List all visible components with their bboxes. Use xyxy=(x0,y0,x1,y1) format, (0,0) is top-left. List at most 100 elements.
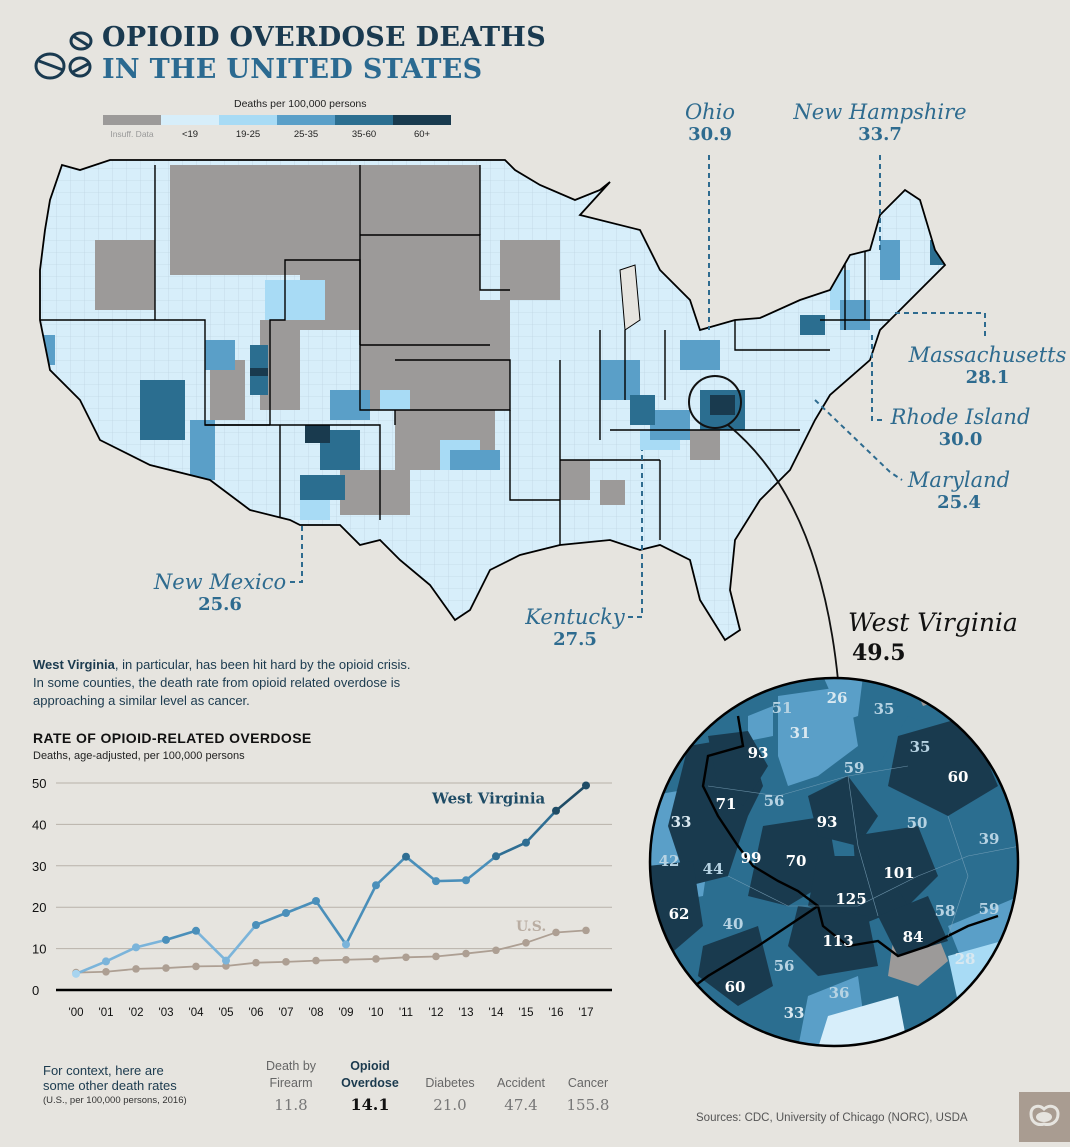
y-tick-label: 50 xyxy=(32,776,46,791)
county-rate: 113 xyxy=(822,932,853,950)
county-rate: 93 xyxy=(817,813,838,831)
series-label-wv: West Virginia xyxy=(431,789,546,807)
wv-data-point xyxy=(222,956,230,965)
wv-data-point xyxy=(492,852,500,861)
county-rate: 70 xyxy=(786,852,807,870)
county-rate: 71 xyxy=(716,795,737,813)
county-rate: 62 xyxy=(669,905,690,923)
x-tick-label: '02 xyxy=(129,1007,144,1019)
context-item-diabetes: Diabetes 21.0 xyxy=(425,1076,475,1114)
wv-data-point xyxy=(552,806,560,815)
x-tick-label: '14 xyxy=(489,1007,505,1019)
county-rate: 35 xyxy=(874,700,895,718)
wv-data-point xyxy=(582,781,590,790)
x-tick-label: '13 xyxy=(459,1007,474,1019)
callout-kentucky: Kentucky 27.5 xyxy=(525,605,625,650)
x-tick-label: '15 xyxy=(519,1007,534,1019)
county-rate: 58 xyxy=(935,902,956,920)
wv-county-map: 51 26 35 31 93 35 60 59 71 56 33 93 50 3… xyxy=(648,676,1020,1048)
wv-data-point xyxy=(372,881,380,890)
legend-label: Insuff. Data xyxy=(110,129,154,139)
series-label-us: U.S. xyxy=(516,919,546,935)
wv-data-point xyxy=(102,957,110,966)
legend-swatch-35-60 xyxy=(335,115,393,125)
county-rate: 28 xyxy=(955,950,976,968)
callout-rhode-island: Rhode Island 30.0 xyxy=(890,405,1031,450)
x-tick-label: '12 xyxy=(429,1007,444,1019)
legend-label: 19-25 xyxy=(235,129,261,140)
x-tick-label: '10 xyxy=(369,1007,384,1019)
callout-massachusetts: Massachusetts 28.1 xyxy=(908,343,1067,388)
county-rate: 33 xyxy=(671,813,692,831)
callout-new-mexico: New Mexico 25.6 xyxy=(153,570,287,615)
intro-bold: West Virginia xyxy=(33,657,115,672)
x-tick-label: '07 xyxy=(279,1007,294,1019)
county-rate: 50 xyxy=(907,814,928,832)
county-rate: 56 xyxy=(764,792,785,810)
x-tick-label: '00 xyxy=(69,1007,84,1019)
callout-ohio: Ohio 30.9 xyxy=(684,100,736,145)
brand-logo[interactable] xyxy=(1019,1092,1070,1142)
x-tick-label: '17 xyxy=(579,1007,594,1019)
wv-data-point xyxy=(522,838,530,847)
x-tick-label: '08 xyxy=(309,1007,324,1019)
legend-color-bar xyxy=(103,115,451,125)
wv-data-point xyxy=(72,969,80,978)
wv-data-point xyxy=(282,908,290,917)
y-tick-label: 0 xyxy=(32,983,39,998)
county-rate: 33 xyxy=(784,1004,805,1022)
context-item-accident: Accident 47.4 xyxy=(497,1076,545,1114)
y-tick-label: 40 xyxy=(32,817,46,832)
county-rate: 101 xyxy=(883,864,914,882)
x-tick-label: '06 xyxy=(249,1007,264,1019)
wv-data-point xyxy=(192,926,200,935)
county-rate: 51 xyxy=(772,699,793,717)
y-tick-label: 10 xyxy=(32,942,46,957)
context-item-cancer: Cancer 155.8 xyxy=(566,1076,610,1114)
sources: Sources: CDC, University of Chicago (NOR… xyxy=(696,1112,968,1124)
wv-data-point xyxy=(432,877,440,886)
x-tick-label: '16 xyxy=(549,1007,564,1019)
legend-title: Deaths per 100,000 persons xyxy=(234,98,367,110)
wv-data-point xyxy=(402,852,410,861)
county-rate: 60 xyxy=(948,768,969,786)
wv-detail-title: West Virginia xyxy=(848,608,1018,637)
county-rate: 35 xyxy=(910,738,931,756)
x-tick-label: '03 xyxy=(159,1007,174,1019)
x-tick-label: '09 xyxy=(339,1007,354,1019)
legend-label: 25-35 xyxy=(293,129,319,140)
chart-subtitle: Deaths, age-adjusted, per 100,000 person… xyxy=(33,750,245,762)
x-tick-label: '01 xyxy=(99,1007,114,1019)
legend-label: 60+ xyxy=(413,129,431,140)
county-rate: 84 xyxy=(903,928,924,946)
legend-swatch-25-35 xyxy=(277,115,335,125)
callout-maryland: Maryland 25.4 xyxy=(907,468,1011,513)
county-rate: 31 xyxy=(790,724,811,742)
wv-data-point xyxy=(252,921,260,930)
wv-detail-value: 49.5 xyxy=(852,640,906,666)
county-rate: 59 xyxy=(844,759,865,777)
logo-icon xyxy=(1029,1104,1060,1126)
legend-label: 35-60 xyxy=(351,129,377,140)
page-subtitle: IN THE UNITED STATES xyxy=(102,54,483,85)
y-tick-label: 20 xyxy=(32,900,46,915)
x-tick-label: '11 xyxy=(399,1007,413,1019)
context-item-firearm: Death by Firearm 11.8 xyxy=(265,1059,317,1114)
wv-data-point xyxy=(132,943,140,952)
county-rate: 60 xyxy=(725,978,746,996)
legend-swatch-insufficient xyxy=(103,115,161,125)
legend-swatch-60-plus xyxy=(393,115,451,125)
legend-labels: Insuff. Data <19 19-25 25-35 35-60 60+ xyxy=(103,129,451,140)
county-rate: 40 xyxy=(723,915,744,933)
y-tick-label: 30 xyxy=(32,859,46,874)
wv-data-point xyxy=(462,876,470,885)
wv-data-point xyxy=(312,896,320,905)
page-title: OPIOID OVERDOSE DEATHS xyxy=(102,22,547,53)
county-rate: 59 xyxy=(979,900,1000,918)
wv-data-point xyxy=(162,935,170,944)
legend-label: <19 xyxy=(181,129,199,140)
wv-highlight-circle xyxy=(688,375,742,429)
county-rate: 93 xyxy=(748,744,769,762)
context-item-opioid: Opioid Overdose 14.1 xyxy=(341,1059,399,1114)
